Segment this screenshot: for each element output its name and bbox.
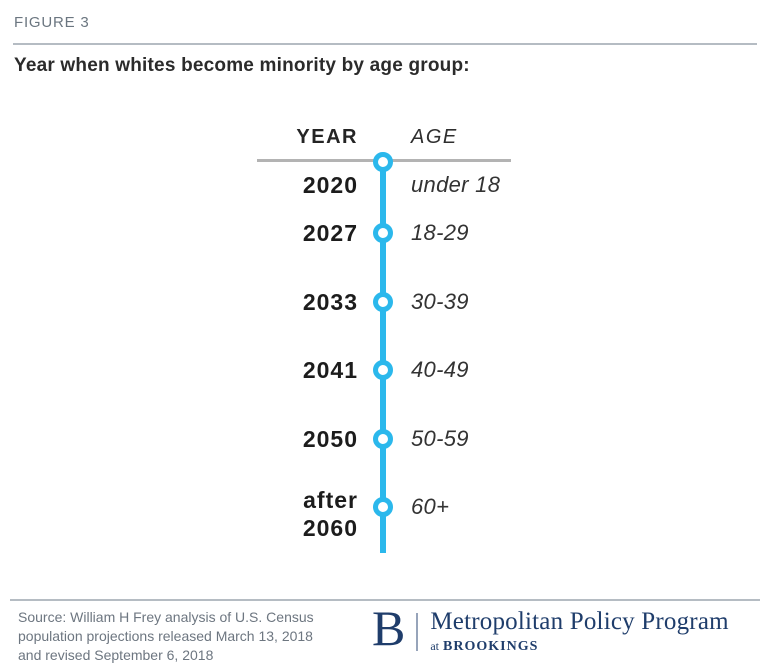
logo-subtitle: at BROOKINGS [430,637,728,655]
logo-org-name: BROOKINGS [443,639,539,654]
timeline-node-dot [373,429,393,449]
source-line: Source: William H Frey analysis of U.S. … [18,609,314,625]
year-value: 2041 [302,357,358,383]
logo-wordmark: Metropolitan Policy Program at BROOKINGS [430,603,728,655]
figure-label: FIGURE 3 [14,14,90,31]
logo-program-name: Metropolitan Policy Program [430,608,729,635]
timeline-node-dot [373,223,393,243]
age-group-value: 60+ [411,494,450,519]
figure-title: Year when whites become minority by age … [14,55,470,76]
year-value: after 2060 [302,487,358,541]
timeline-line [380,162,386,553]
logo-at-prefix: at [430,639,440,653]
timeline-node-dot [373,152,393,172]
brookings-logo: B Metropolitan Policy Program at BROOKIN… [372,603,729,655]
year-value: 2020 [302,172,358,198]
source-line: population projections released March 13… [18,628,313,644]
age-group-value: 18-29 [411,220,469,245]
year-value: 2033 [302,289,358,315]
age-group-value: 50-59 [411,426,469,451]
column-header-year: YEAR [296,126,358,148]
age-group-value: 30-39 [411,289,469,314]
age-group-value: 40-49 [411,357,469,382]
logo-separator [416,613,419,651]
timeline-node-dot [373,360,393,380]
year-value: 2050 [302,426,358,452]
source-note: Source: William H Frey analysis of U.S. … [18,608,314,665]
column-header-age: AGE [411,126,458,148]
header-divider [13,43,757,45]
age-group-value: under 18 [411,172,501,197]
year-value: 2027 [302,220,358,246]
footer-divider [10,599,760,601]
timeline-node-dot [373,292,393,312]
timeline-node-dot [373,497,393,517]
source-line: and revised September 6, 2018 [18,647,214,663]
brookings-b-icon: B [372,600,406,656]
